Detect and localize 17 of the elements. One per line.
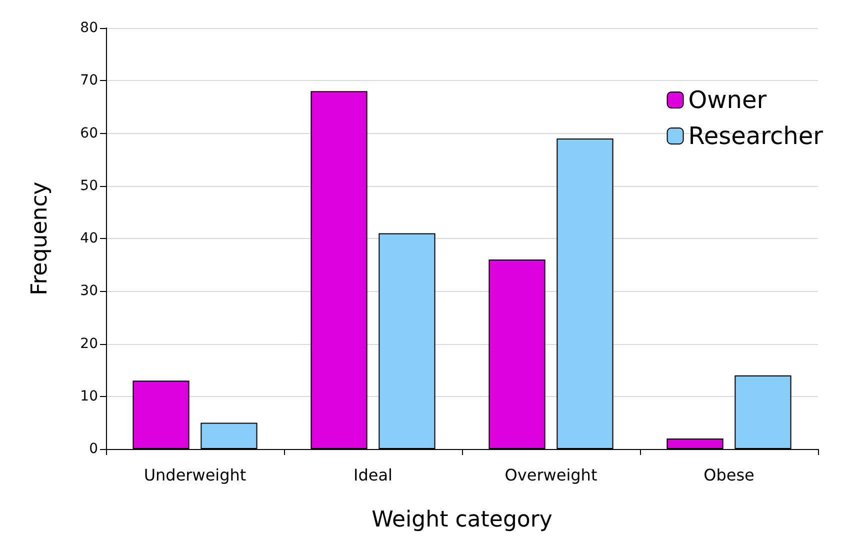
x-tick-label: Overweight xyxy=(504,466,598,484)
y-tick-label: 70 xyxy=(80,72,98,89)
y-tick-label: 50 xyxy=(80,178,98,194)
y-tick-label: 30 xyxy=(80,283,98,300)
x-tick-label: Ideal xyxy=(354,466,392,484)
y-tick-label: 80 xyxy=(80,20,98,36)
y-tick-label: 0 xyxy=(89,441,98,457)
x-tick-label: Underweight xyxy=(144,466,246,484)
x-axis-title: Weight category xyxy=(372,508,552,532)
y-tick-label: 60 xyxy=(80,125,98,142)
y-axis-title: Frequency xyxy=(28,182,52,296)
legend-label: Researcher xyxy=(688,122,824,150)
x-tick-label: Obese xyxy=(704,466,754,484)
y-tick-label: 40 xyxy=(80,230,98,246)
legend-label: Owner xyxy=(688,86,767,114)
y-tick-label: 20 xyxy=(80,336,98,352)
y-tick-label: 10 xyxy=(80,388,98,404)
